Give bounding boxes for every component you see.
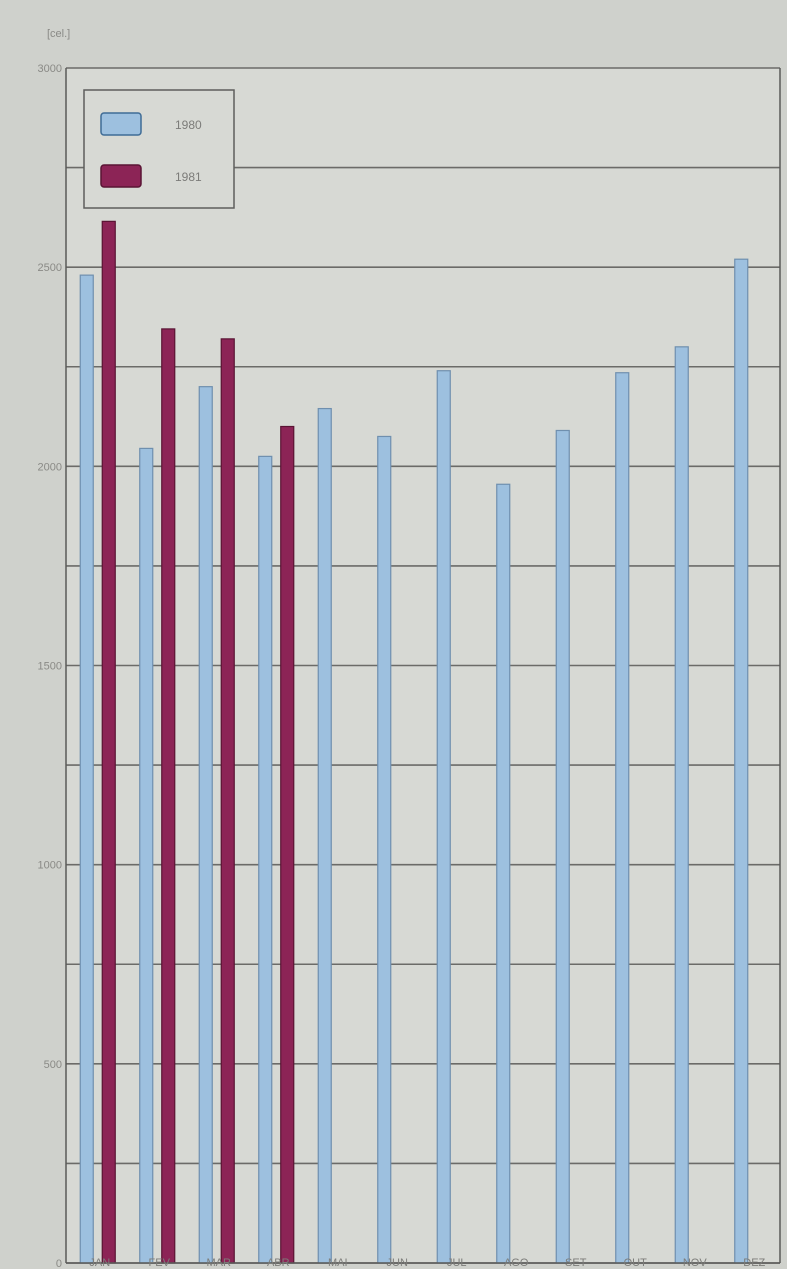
bar-1980-fev: [139, 447, 154, 1264]
y-tick-label: 2000: [38, 461, 62, 473]
x-tick-label: MAR: [207, 1257, 232, 1269]
x-tick-label: OUT: [624, 1257, 648, 1269]
y-tick-label: 1000: [38, 860, 62, 872]
legend-swatch-1980: [100, 112, 142, 136]
bar-1980-set: [555, 429, 570, 1264]
bars-layer: [79, 220, 749, 1264]
bar-1980-jun: [377, 435, 392, 1264]
y-tick-label: 500: [44, 1059, 62, 1071]
x-tick-label: AGO: [504, 1257, 529, 1269]
bar-1981-mar: [220, 338, 235, 1264]
x-tick-label: ABR: [267, 1257, 290, 1269]
x-tick-label: JUN: [387, 1257, 408, 1269]
bar-1980-dez: [734, 258, 749, 1264]
y-tick-label: 1500: [38, 661, 62, 673]
legend-box: [83, 89, 235, 209]
grid-layer: [66, 67, 780, 1264]
x-tick-label: JAN: [89, 1257, 110, 1269]
bar-1980-nov: [674, 346, 689, 1264]
legend-label-1981: 1981: [175, 170, 202, 184]
axis-layer: 0 500 1000 1500 2000 2500 3000 [cel.] JAN FEV MAR A…: [38, 28, 781, 1269]
bar-1980-out: [615, 372, 630, 1264]
bar-1980-mai: [317, 407, 332, 1264]
legend-label-1980: 1980: [175, 118, 202, 132]
legend: 1980 1981: [83, 89, 235, 209]
x-tick-label: MAI: [328, 1257, 348, 1269]
legend-swatch-1981: [100, 164, 142, 188]
x-tick-label: FEV: [149, 1257, 171, 1269]
y-tick-label: 3000: [38, 63, 62, 75]
bar-1981-fev: [161, 328, 176, 1264]
x-tick-label: JUL: [447, 1257, 467, 1269]
bar-1980-abr: [258, 455, 273, 1264]
bar-1980-jul: [436, 370, 451, 1264]
y-unit-label: [cel.]: [47, 28, 70, 40]
bar-1980-jan: [79, 274, 94, 1264]
bar-1981-jan: [101, 220, 116, 1264]
y-tick-label: 0: [56, 1258, 62, 1269]
bar-1981-abr: [280, 425, 295, 1264]
y-tick-label: 2500: [38, 262, 62, 274]
bar-1980-mar: [198, 386, 213, 1264]
x-tick-label: NOV: [683, 1257, 708, 1269]
x-tick-label: SET: [565, 1257, 587, 1269]
x-tick-label: DEZ: [743, 1257, 765, 1269]
bar-1980-ago: [496, 483, 511, 1264]
